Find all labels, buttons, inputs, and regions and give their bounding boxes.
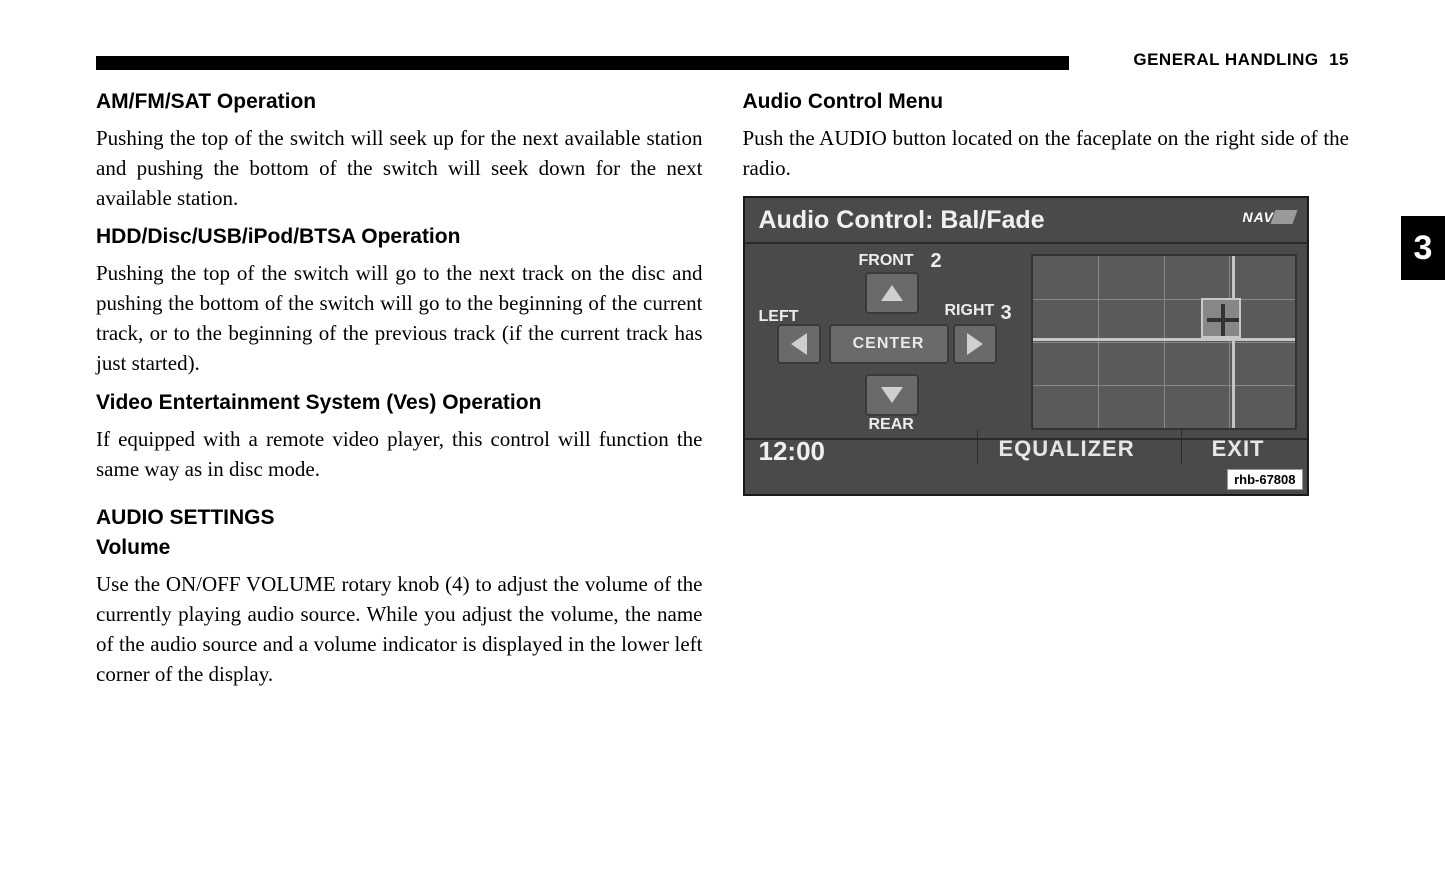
page-number: 15 <box>1329 50 1349 69</box>
grid-line <box>1164 256 1165 428</box>
screen-footer: 12:00 EQUALIZER EXIT <box>745 436 1307 470</box>
heading-amfmsat: AM/FM/SAT Operation <box>96 90 703 114</box>
section-name: GENERAL HANDLING <box>1133 50 1318 69</box>
grid-line <box>1229 256 1230 428</box>
heading-hdd: HDD/Disc/USB/iPod/BTSA Operation <box>96 225 703 249</box>
balance-right-button[interactable] <box>953 324 997 364</box>
divider <box>977 430 978 464</box>
left-column: AM/FM/SAT Operation Pushing the top of t… <box>96 84 703 702</box>
front-value: 2 <box>931 250 942 273</box>
para-ves: If equipped with a remote video player, … <box>96 425 703 485</box>
left-label: LEFT <box>759 308 799 326</box>
audio-control-screenshot: Audio Control: Bal/Fade NAV FRONT 2 REAR… <box>743 196 1309 496</box>
para-amfmsat: Pushing the top of the switch will seek … <box>96 124 703 213</box>
header-bar <box>96 56 1069 70</box>
right-value: 3 <box>1001 302 1012 325</box>
fade-rear-button[interactable] <box>865 374 919 416</box>
screen-title: Audio Control: Bal/Fade <box>759 206 1045 235</box>
crosshair-vertical <box>1232 256 1235 428</box>
chapter-number: 3 <box>1414 229 1433 268</box>
balance-fade-grid[interactable] <box>1031 254 1297 430</box>
rear-label: REAR <box>869 416 914 434</box>
center-label: CENTER <box>853 335 925 353</box>
chapter-tab: 3 <box>1401 216 1445 280</box>
clock: 12:00 <box>759 436 826 467</box>
crosshair-horizontal <box>1033 338 1295 341</box>
balance-fade-pad: FRONT 2 REAR LEFT RIGHT 3 CENTER <box>753 248 1017 434</box>
arrow-down-icon <box>881 387 903 403</box>
right-column: Audio Control Menu Push the AUDIO button… <box>743 84 1350 702</box>
nav-button[interactable]: NAV <box>1239 204 1297 230</box>
equalizer-button[interactable]: EQUALIZER <box>999 436 1135 462</box>
screen-body: FRONT 2 REAR LEFT RIGHT 3 CENTER <box>745 244 1307 438</box>
para-audio-control-menu: Push the AUDIO button located on the fac… <box>743 124 1350 184</box>
para-hdd: Pushing the top of the switch will go to… <box>96 259 703 378</box>
exit-button[interactable]: EXIT <box>1212 436 1265 462</box>
arrow-up-icon <box>881 285 903 301</box>
heading-ves: Video Entertainment System (Ves) Operati… <box>96 391 703 415</box>
heading-audio-control-menu: Audio Control Menu <box>743 90 1350 114</box>
heading-volume: Volume <box>96 536 703 560</box>
page-header: GENERAL HANDLING 15 <box>96 50 1349 72</box>
arrow-right-icon <box>967 333 983 355</box>
center-button[interactable]: CENTER <box>829 324 949 364</box>
image-reference: rhb-67808 <box>1227 469 1302 490</box>
header-text: GENERAL HANDLING 15 <box>1133 50 1349 70</box>
right-label: RIGHT <box>945 302 995 320</box>
nav-label: NAV <box>1243 209 1275 225</box>
fade-front-button[interactable] <box>865 272 919 314</box>
heading-audio-settings: AUDIO SETTINGS <box>96 506 703 530</box>
grid-line <box>1098 256 1099 428</box>
divider <box>1181 430 1182 464</box>
para-volume: Use the ON/OFF VOLUME rotary knob (4) to… <box>96 570 703 689</box>
arrow-left-icon <box>791 333 807 355</box>
balance-left-button[interactable] <box>777 324 821 364</box>
front-label: FRONT <box>859 252 914 270</box>
balance-fade-marker[interactable] <box>1201 298 1241 338</box>
